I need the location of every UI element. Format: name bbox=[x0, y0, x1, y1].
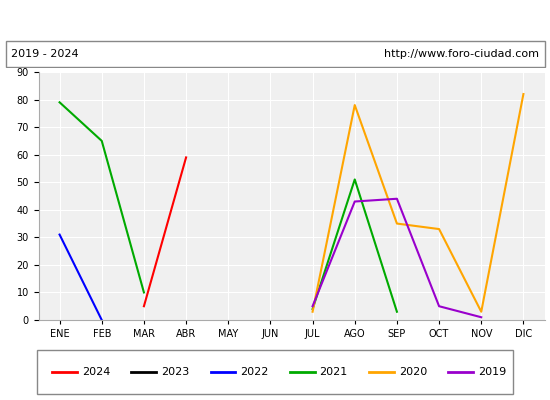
Text: 2019 - 2024: 2019 - 2024 bbox=[11, 49, 79, 59]
Text: Evolucion Nº Turistas Nacionales en el municipio de Villasexmir: Evolucion Nº Turistas Nacionales en el m… bbox=[56, 13, 494, 27]
Text: 2020: 2020 bbox=[399, 367, 427, 377]
FancyBboxPatch shape bbox=[6, 41, 544, 67]
Text: http://www.foro-ciudad.com: http://www.foro-ciudad.com bbox=[384, 49, 539, 59]
Text: 2021: 2021 bbox=[320, 367, 348, 377]
Text: 2023: 2023 bbox=[161, 367, 189, 377]
Text: 2022: 2022 bbox=[240, 367, 269, 377]
FancyBboxPatch shape bbox=[37, 350, 513, 394]
Text: 2019: 2019 bbox=[478, 367, 506, 377]
Text: 2024: 2024 bbox=[82, 367, 111, 377]
